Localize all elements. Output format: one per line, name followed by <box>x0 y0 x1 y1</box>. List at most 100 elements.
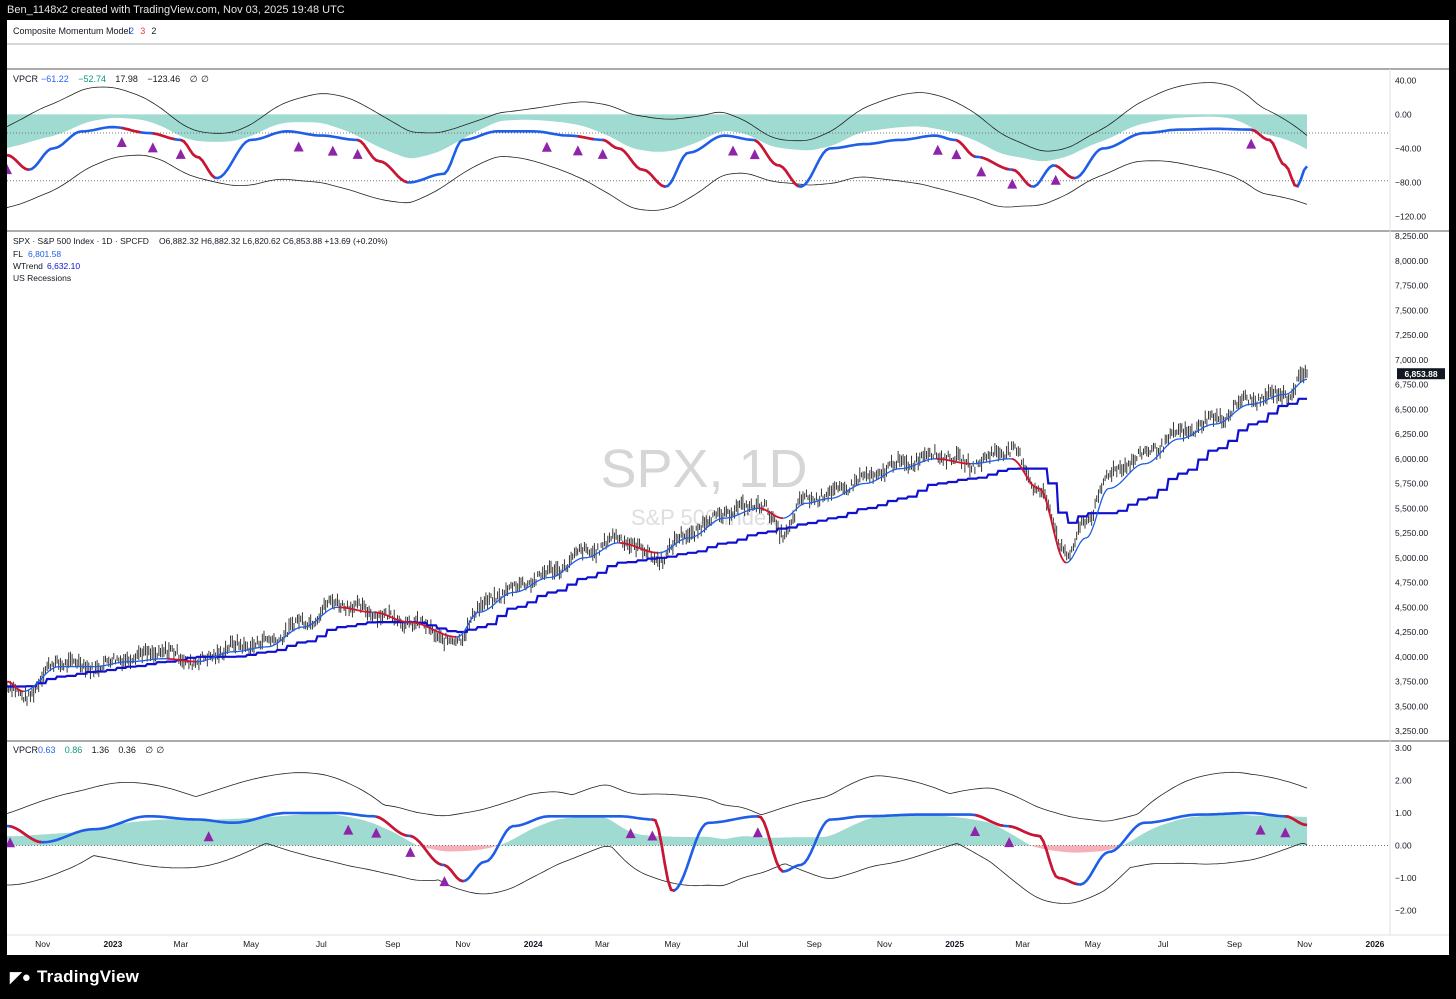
vpcr-bottom-cloud <box>7 813 1307 846</box>
axis-tick-label: 5,250.00 <box>1395 528 1428 538</box>
fl-segment <box>782 458 937 519</box>
axis-tick-label: 7,500.00 <box>1395 305 1428 315</box>
axis-tick-label: 8,250.00 <box>1395 231 1428 241</box>
signal-triangle <box>147 142 158 153</box>
signal-triangle <box>541 141 552 152</box>
axis-tick-label: 4,500.00 <box>1395 602 1428 612</box>
vpcr-top-upper-band <box>6 82 1308 152</box>
fl-segment <box>759 507 784 519</box>
fl-segment <box>409 621 456 638</box>
red-segment <box>602 138 666 188</box>
axis-tick-label: 3,250.00 <box>1395 726 1428 736</box>
time-tick-label: 2024 <box>524 939 543 949</box>
axis-tick-label: 4,750.00 <box>1395 578 1428 588</box>
signal-triangle <box>2 164 12 175</box>
red-segment <box>443 863 464 883</box>
spx-price-bars <box>6 364 1308 706</box>
red-segment <box>1285 815 1308 827</box>
signal-triangle <box>932 144 943 155</box>
time-tick-label: Jul <box>737 939 748 949</box>
wtrend-line <box>7 397 1307 688</box>
axis-tick-label: 6,000.00 <box>1395 454 1428 464</box>
axis-tick-label: −120.00 <box>1395 211 1426 221</box>
watermark-symbol: SPX, 1D <box>600 439 807 499</box>
axis-tick-label: 3,750.00 <box>1395 677 1428 687</box>
vpcr-bottom-upper-band <box>6 771 1308 822</box>
time-tick-label: Mar <box>595 939 610 949</box>
fl-segment <box>339 606 371 613</box>
time-tick-label: Sep <box>807 939 822 949</box>
red-segment <box>651 818 675 892</box>
axis-tick-label: 5,500.00 <box>1395 503 1428 513</box>
signal-triangle <box>293 141 304 152</box>
tradingview-brand: TradingView <box>37 967 140 986</box>
axis-tick-label: 8,000.00 <box>1395 256 1428 266</box>
fl-segment <box>969 458 1012 465</box>
axis-tick-label: −1.00 <box>1395 873 1417 883</box>
red-segment <box>1011 168 1032 188</box>
time-tick-label: May <box>243 939 260 949</box>
vpcr-top-pane[interactable]: VPCR −61.22 −52.74 17.98 −123.46 ∅ ∅ 40.00 0.0… <box>2 74 1426 221</box>
signal-triangle <box>970 826 981 837</box>
signal-triangle <box>1004 837 1015 848</box>
red-segment <box>375 815 408 837</box>
composite-name: Composite Momentum Model <box>13 26 131 36</box>
vpcr-bottom-red-segments <box>9 813 1308 892</box>
legend-value: 3 <box>140 26 145 36</box>
vpcr-bottom-name: VPCR <box>13 745 39 755</box>
axis-tick-label: 7,750.00 <box>1395 281 1428 291</box>
fl-value: 6,801.58 <box>28 249 61 259</box>
spx-main-pane[interactable]: SPX, 1D S&P 500 Index SPX · S&P 500 Inde… <box>6 231 1445 736</box>
red-segment <box>754 138 799 188</box>
wtrend-label: WTrend <box>13 261 43 271</box>
axis-tick-label: 2.00 <box>1395 776 1412 786</box>
signal-triangle <box>175 148 186 159</box>
time-tick-label: 2023 <box>103 939 122 949</box>
credit-bar: Ben_1148x2 created with TradingView.com,… <box>0 0 1456 20</box>
time-tick-label: Sep <box>1227 939 1242 949</box>
fl-segment <box>619 542 658 554</box>
time-tick-label: Sep <box>385 939 400 949</box>
time-tick-label: Nov <box>35 939 51 949</box>
axis-tick-label: 6,500.00 <box>1395 404 1428 414</box>
red-segment <box>409 834 442 866</box>
axis-tick-label: 7,250.00 <box>1395 330 1428 340</box>
axis-tick-label: 40.00 <box>1395 75 1417 85</box>
signal-triangle <box>728 145 739 156</box>
tradingview-logo[interactable]: ◤● TradingView <box>10 967 139 987</box>
signal-triangle <box>1246 138 1257 149</box>
vpcr-bottom-signals <box>5 824 1291 887</box>
signal-triangle <box>1255 824 1266 835</box>
axis-tick-label: 1.00 <box>1395 808 1412 818</box>
red-segment <box>152 132 175 141</box>
legend-value: 17.98 <box>115 74 138 84</box>
signal-triangle <box>976 166 987 177</box>
signal-triangle <box>203 831 214 842</box>
red-segment <box>757 815 784 873</box>
signal-triangle <box>572 145 583 156</box>
vpcr-bottom-pane[interactable]: VPCR 0.63 0.86 1.36 0.36 ∅ ∅ 3.00 2.00 1.00 0.00… <box>5 743 1417 916</box>
axis-tick-label: −40.00 <box>1395 143 1422 153</box>
fl-segment <box>936 457 970 465</box>
vpcr-top-red-segments <box>6 126 1299 188</box>
fl-segment <box>1011 457 1067 564</box>
axis-tick-label: 6,250.00 <box>1395 429 1428 439</box>
time-tick-label: 2025 <box>945 939 964 949</box>
axis-tick-label: −2.00 <box>1395 906 1417 916</box>
signal-triangle <box>597 148 608 159</box>
red-segment <box>121 126 141 134</box>
red-segment <box>974 813 1004 827</box>
axis-tick-label: 4,250.00 <box>1395 627 1428 637</box>
red-segment <box>1250 128 1299 188</box>
credit-text: Ben_1148x2 created with TradingView.com,… <box>7 4 345 16</box>
time-tick-label: Mar <box>174 939 189 949</box>
vpcr-top-lower-band <box>6 154 1308 211</box>
fl-segment <box>167 657 196 663</box>
time-tick-label: Jul <box>316 939 327 949</box>
signal-triangle <box>749 149 760 160</box>
time-tick-label: May <box>1085 939 1102 949</box>
red-segment <box>357 138 408 184</box>
legend-value: −123.46 <box>147 74 180 84</box>
